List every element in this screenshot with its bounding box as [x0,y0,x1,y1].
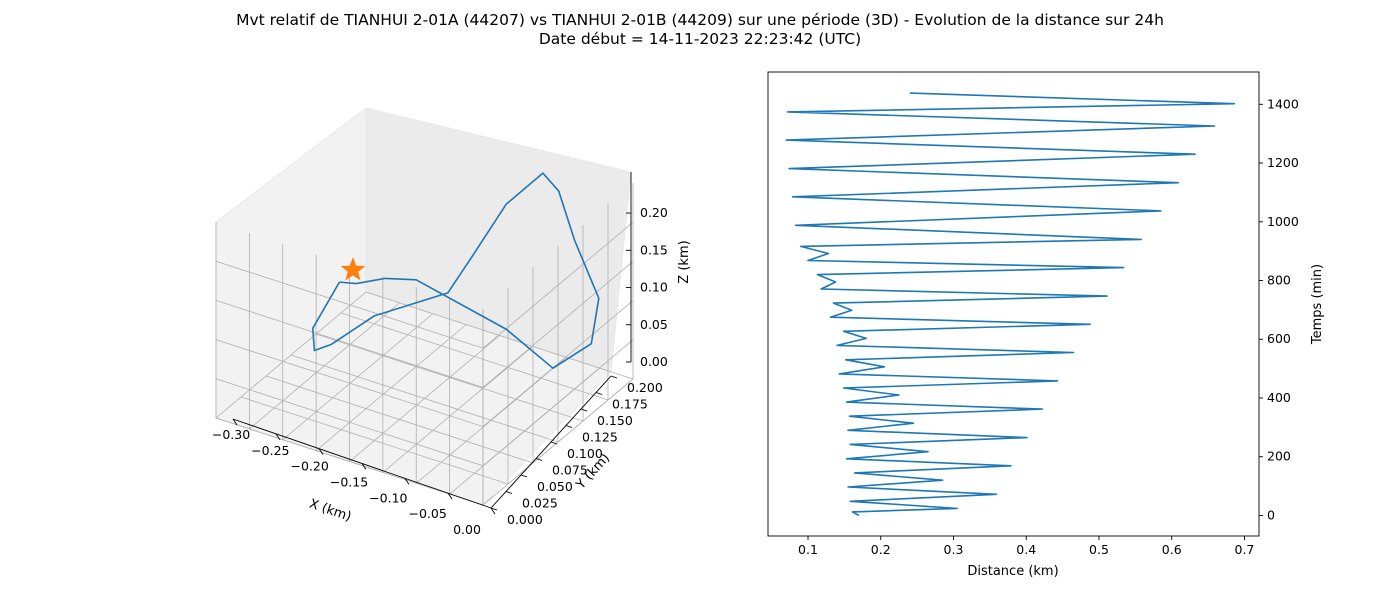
distance-series-line [785,92,1236,517]
time-tick-label: 600 [1267,331,1291,346]
figure-title-line-1: Mvt relatif de TIANHUI 2-01A (44207) vs … [236,11,1164,29]
x-tick [447,492,453,500]
grid-3d [215,183,634,506]
distance-tick-label: 0.2 [871,542,891,557]
distance-tick-label: 0.1 [798,542,818,557]
x-tick [232,418,238,426]
time-axis-label: Temps (min) [1310,264,1325,345]
figure-title-line-2: Date début = 14-11-2023 22:23:42 (UTC) [539,30,861,48]
distance-axis-label: Distance (km) [967,564,1058,579]
y-tick-label: 0.150 [597,413,633,428]
y-tick-label: 0.000 [507,512,543,527]
grid-line-z [215,300,634,428]
x-tick [275,433,281,441]
distance-tick-label: 0.3 [944,542,964,557]
z-tick-label: 0.20 [640,205,668,220]
x-axis-label: X (km) [307,497,353,525]
time-tick-label: 200 [1267,449,1291,464]
x-tick [490,507,496,515]
grid-line-z [215,261,634,388]
trajectory-line [311,172,600,369]
distance-tick-label: 0.5 [1089,542,1109,557]
y-tick-label: 0.025 [522,496,558,511]
y-tick [520,474,528,478]
x-tick-label: −0.30 [212,427,250,442]
chart-3d-trajectory: −0.30−0.25−0.20−0.15−0.10−0.050.000.0000… [212,107,692,537]
x-tick-label: −0.15 [330,475,368,490]
grid-line-z [215,221,634,349]
x-tick-label: −0.20 [291,459,329,474]
z-tick-label: 0.15 [640,242,668,257]
z-tick-label: 0.00 [640,354,668,369]
y-tick [580,408,588,412]
time-tick-label: 1000 [1267,214,1299,229]
distance-tick-label: 0.4 [1016,542,1036,557]
y-tick-label: 0.125 [582,430,618,445]
distance-tick-label: 0.7 [1235,542,1255,557]
z-axis-label: Z (km) [677,240,692,283]
y-tick-label: 0.200 [627,380,663,395]
x-tick-label: −0.05 [409,506,447,521]
z-tick-label: 0.05 [640,317,668,332]
y-tick [610,375,618,379]
y-tick-label: 0.175 [612,397,648,412]
y-tick-label: 0.100 [567,446,603,461]
time-tick-label: 1400 [1267,96,1299,111]
x-tick-label: 0.00 [453,522,481,537]
y-tick [490,507,498,511]
axis-ticks-3d: −0.30−0.25−0.20−0.15−0.10−0.050.000.0000… [212,205,668,537]
time-tick-label: 0 [1267,507,1275,522]
y-tick-label: 0.075 [552,463,588,478]
chart-distance-time: 0.1 0.2 0.3 0.4 0.5 0.6 0.7 0 200 400 600 800 1000 12… [767,71,1325,579]
x-tick [361,463,367,470]
y-tick [505,491,513,494]
y-tick [595,392,603,395]
grid-line-z [215,339,634,467]
z-tick-label: 0.10 [640,280,668,295]
x-tick-label: −0.25 [251,443,289,458]
plot-frame [767,71,1260,537]
axis-ticks-2d: 0.1 0.2 0.3 0.4 0.5 0.6 0.7 0 200 400 600 800 1000 12… [798,96,1299,557]
y-tick [550,441,558,445]
origin-star-marker [340,257,366,281]
time-tick-label: 400 [1267,390,1291,405]
y-tick [565,425,573,428]
time-tick-label: 1200 [1267,155,1299,170]
distance-tick-label: 0.6 [1162,542,1182,557]
y-tick-label: 0.050 [537,479,573,494]
x-tick-label: −0.10 [369,490,407,505]
x-tick [404,478,410,485]
y-tick [535,458,543,461]
x-tick [318,448,324,455]
time-tick-label: 800 [1267,273,1291,288]
